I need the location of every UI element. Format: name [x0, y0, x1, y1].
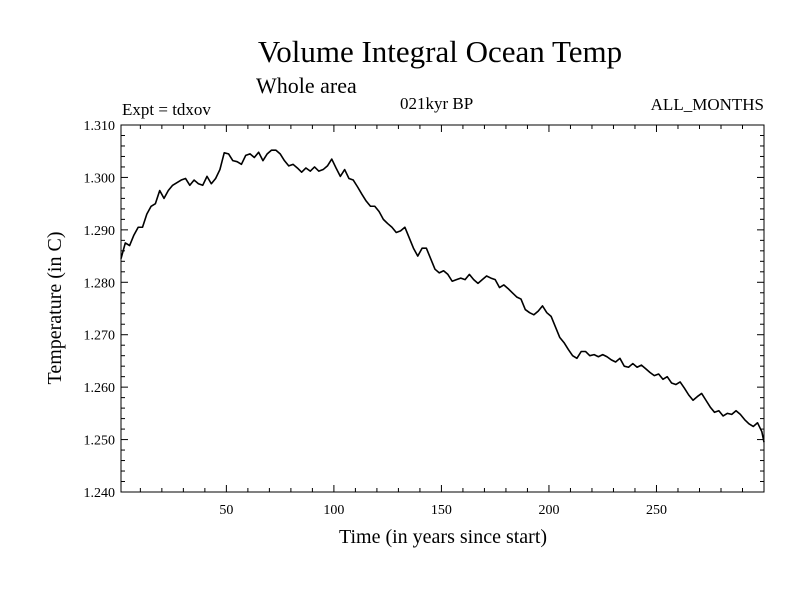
- y-tick-label: 1.300: [84, 171, 116, 186]
- months-label: ALL_MONTHS: [650, 95, 764, 114]
- y-tick-label: 1.250: [84, 434, 116, 449]
- x-tick-label: 50: [219, 503, 233, 518]
- y-tick-label: 1.260: [84, 381, 116, 396]
- chart-subtitle: Whole area: [256, 73, 357, 98]
- axis-ticks: [121, 125, 764, 492]
- y-tick-label: 1.270: [84, 329, 116, 344]
- y-tick-label: 1.310: [84, 119, 116, 134]
- y-tick-labels: 1.240 1.250 1.260 1.270 1.280 1.290 1.300 1.310: [84, 119, 116, 501]
- y-tick-label: 1.240: [84, 486, 116, 501]
- period-label: 021kyr BP: [400, 94, 474, 113]
- x-tick-label: 150: [431, 503, 452, 518]
- plot-frame: [120, 124, 765, 493]
- x-tick-labels: 50 100 150 200 250: [219, 503, 667, 518]
- y-axis-label: Temperature (in C): [44, 232, 66, 385]
- chart-title: Volume Integral Ocean Temp: [257, 34, 623, 69]
- x-tick-label: 250: [646, 503, 667, 518]
- y-tick-label: 1.280: [84, 276, 116, 291]
- temperature-series-line: [120, 149, 765, 443]
- x-tick-label: 100: [323, 503, 344, 518]
- y-tick-label: 1.290: [84, 224, 116, 239]
- x-axis-label: Time (in years since start): [339, 526, 547, 548]
- experiment-label: Expt = tdxov: [122, 100, 211, 119]
- x-tick-label: 200: [538, 503, 559, 518]
